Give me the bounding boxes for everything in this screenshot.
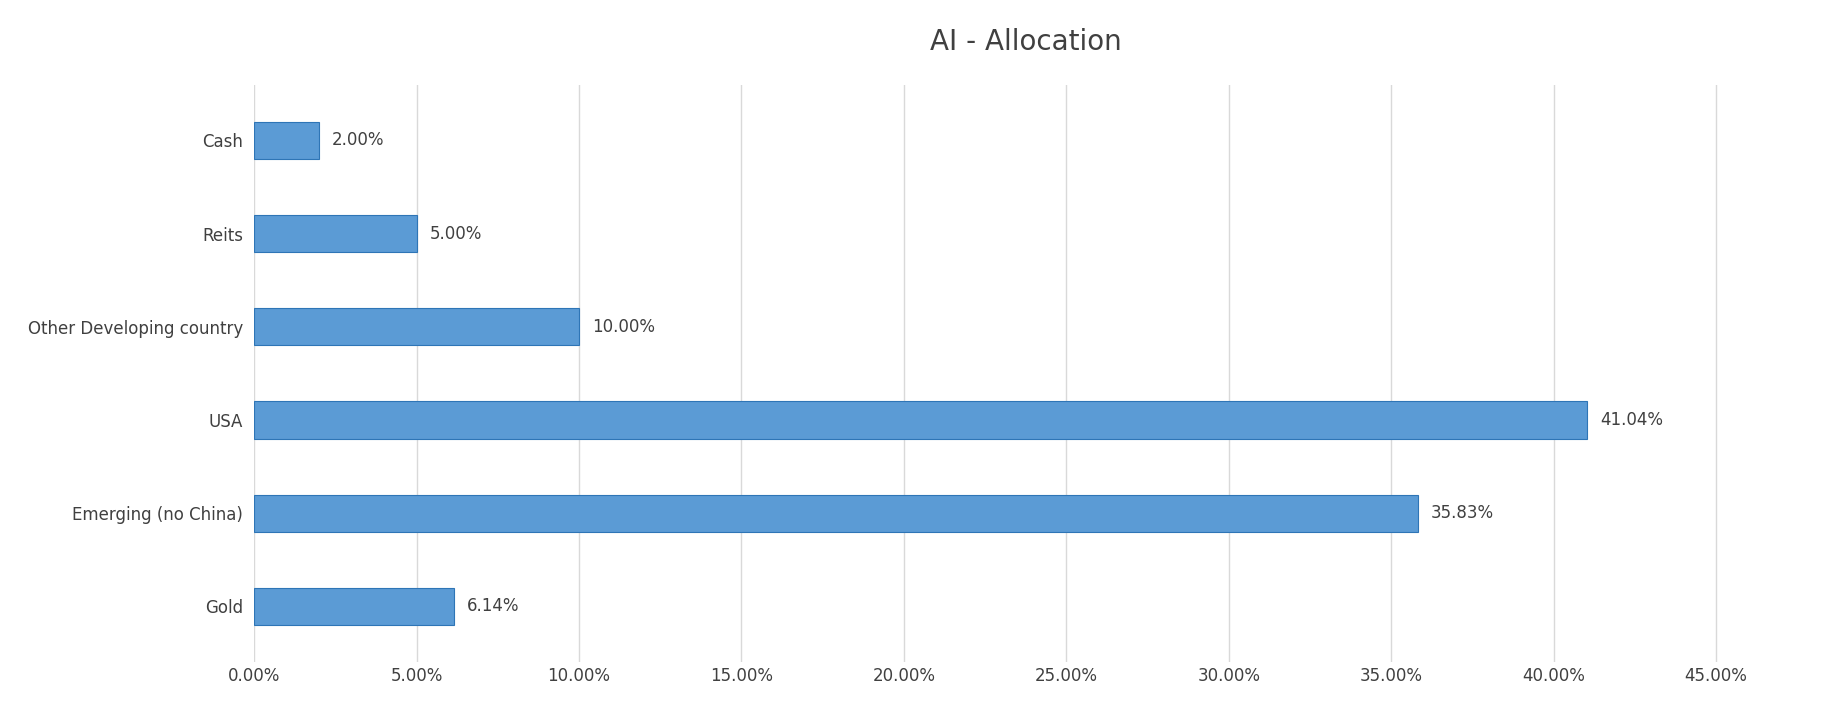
Text: 6.14%: 6.14% [467, 597, 518, 615]
Bar [254, 588, 454, 625]
Bar [254, 122, 319, 159]
Text: 2.00%: 2.00% [332, 131, 385, 150]
Title: AI - Allocation: AI - Allocation [929, 28, 1122, 56]
Bar [254, 495, 1418, 532]
Text: 41.04%: 41.04% [1601, 411, 1663, 429]
Bar [254, 401, 1588, 438]
Bar [254, 308, 579, 346]
Text: 5.00%: 5.00% [429, 225, 482, 242]
Text: 35.83%: 35.83% [1431, 504, 1495, 522]
Bar [254, 215, 416, 252]
Text: 10.00%: 10.00% [591, 318, 655, 336]
